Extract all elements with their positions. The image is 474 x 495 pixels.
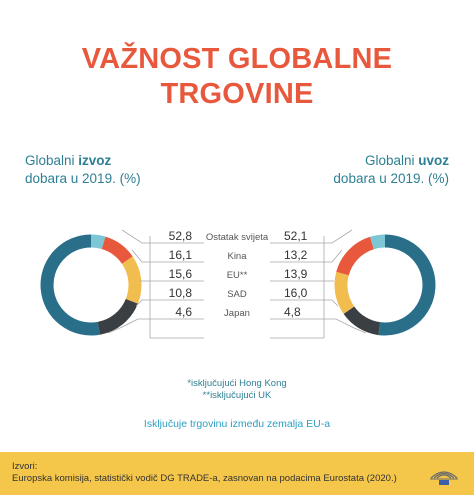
category-label-0: Ostatak svijeta: [206, 232, 269, 243]
source-text: Europska komisija, statistički vodič DG …: [12, 473, 397, 484]
export-label-prefix: Globalni: [25, 153, 79, 168]
import-value-1: 13,2: [284, 248, 308, 262]
category-label-1: Kina: [227, 251, 247, 262]
import-donut-segment-0: [378, 234, 436, 336]
import-value-2: 13,9: [284, 267, 308, 281]
export-donut-segment-0: [40, 234, 100, 336]
export-label-line2: dobara u 2019. (%): [25, 171, 141, 186]
import-label-line2: dobara u 2019. (%): [333, 171, 449, 186]
exclusion-note: Isključuje trgovinu između zemalja EU-a: [143, 418, 331, 430]
import-connector-0: [324, 229, 353, 244]
import-connector-3: [324, 299, 339, 307]
category-label-4: Japan: [224, 308, 250, 319]
import-value-0: 52,1: [284, 229, 308, 243]
export-label-highlight: izvoz: [78, 153, 112, 168]
footnote-uk: **isključujući UK: [202, 390, 272, 401]
export-value-3: 10,8: [169, 286, 193, 300]
import-label-highlight: uvoz: [418, 153, 449, 168]
import-connector-4: [324, 318, 367, 334]
title-line-2: TRGOVINE: [160, 78, 314, 110]
export-connector-1: [131, 249, 150, 263]
footnote-hong-kong: *isključujući Hong Kong: [187, 378, 287, 389]
source-label: Izvori:: [12, 461, 38, 472]
import-label-prefix: Globalni: [364, 153, 419, 168]
export-value-2: 15,6: [169, 267, 193, 281]
export-donut-segment-3: [101, 236, 133, 265]
import-donut-segment-2: [334, 271, 355, 314]
import-donut-segment-1: [343, 306, 381, 336]
import-value-4: 4,8: [284, 305, 301, 319]
export-value-1: 16,1: [169, 248, 193, 262]
import-label: Globalni uvoz dobara u 2019. (%): [309, 152, 449, 188]
export-connector-0: [121, 229, 150, 244]
export-value-0: 52,8: [169, 229, 193, 243]
export-donut-segment-2: [121, 256, 142, 304]
import-donut-segment-3: [336, 236, 375, 276]
export-connector-4: [107, 318, 150, 334]
source-bar: Izvori: Europska komisija, statistički v…: [0, 452, 474, 495]
import-donut-segment-4: [369, 234, 386, 250]
export-value-4: 4,6: [175, 305, 192, 319]
export-label: Globalni izvoz dobara u 2019. (%): [25, 152, 175, 188]
import-connector-1: [324, 249, 343, 263]
eu-parliament-logo-icon: [430, 471, 458, 485]
category-label-2: EU**: [227, 270, 248, 281]
export-donut-segment-1: [97, 298, 138, 335]
category-label-3: SAD: [227, 289, 247, 300]
title-line-1: VAŽNOST GLOBALNE: [81, 43, 393, 75]
export-connector-3: [135, 299, 150, 307]
import-value-3: 16,0: [284, 286, 308, 300]
export-donut-segment-4: [90, 234, 106, 250]
